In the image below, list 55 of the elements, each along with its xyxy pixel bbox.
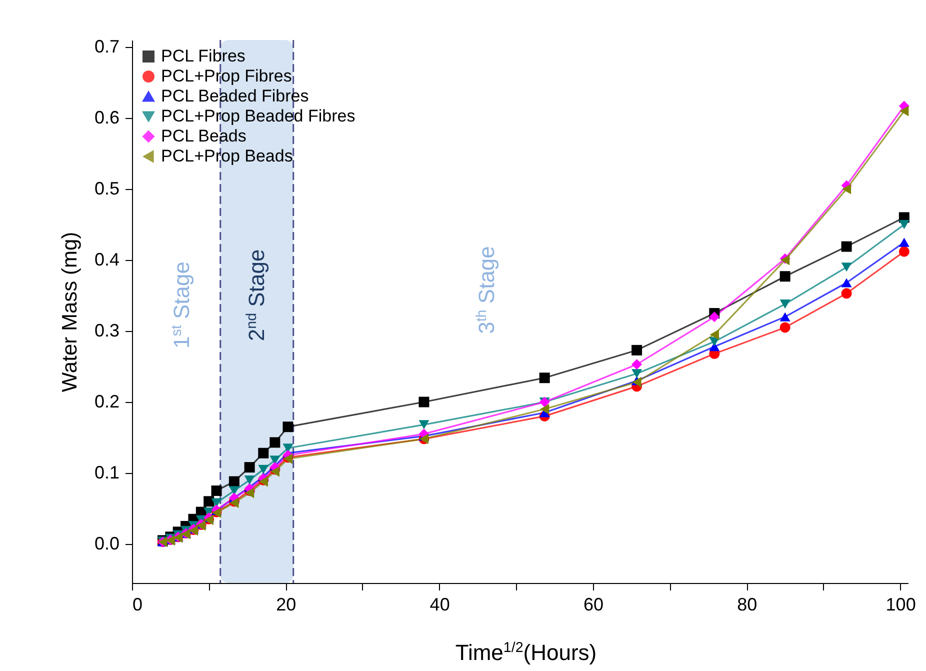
y-tick-label: 0.7 — [94, 36, 120, 57]
legend-label: PCL Beaded Fibres — [161, 86, 309, 106]
y-tick-label: 0.3 — [94, 320, 120, 341]
point — [709, 312, 720, 322]
legend-label: PCL+Prop Beaded Fibres — [161, 106, 356, 126]
point — [540, 404, 550, 414]
legend-label: PCL Fibres — [161, 46, 246, 66]
point — [780, 322, 790, 333]
point — [841, 288, 852, 299]
point — [228, 476, 240, 487]
point — [898, 220, 910, 230]
y-tick-label: 0.2 — [94, 392, 120, 412]
point — [780, 300, 790, 309]
point — [780, 312, 790, 322]
point — [842, 184, 852, 194]
point — [204, 496, 214, 507]
point — [418, 420, 430, 430]
legend-label: PCL Beads — [161, 126, 246, 146]
y-axis-title: Water Mass (mg) — [58, 232, 82, 392]
point — [780, 271, 790, 282]
point — [632, 359, 642, 370]
point — [900, 106, 909, 116]
legend-label: PCL+Prop Fibres — [161, 66, 292, 86]
point — [898, 246, 910, 257]
point — [539, 372, 550, 384]
point — [282, 422, 294, 432]
y-tick-label: 0.5 — [94, 178, 120, 199]
y-tick-label: 0.1 — [94, 462, 120, 482]
x-tick-label: 0 — [132, 594, 143, 614]
point — [710, 329, 719, 340]
y-tick-label: 0.4 — [94, 250, 120, 270]
point — [841, 262, 852, 272]
x-tick-label: 60 — [583, 594, 604, 614]
point — [632, 369, 642, 378]
point — [418, 396, 430, 408]
point — [244, 462, 255, 473]
point — [228, 486, 240, 496]
x-tick-label: 100 — [886, 594, 916, 614]
point — [244, 476, 255, 485]
point — [258, 448, 269, 458]
legend-label: PCL+Prop Beads — [161, 146, 293, 166]
point — [898, 238, 910, 247]
point — [211, 485, 222, 496]
x-tick-label: 20 — [276, 594, 296, 614]
x-axis-title: Time$^{1/2}$(Hours) — [455, 640, 597, 665]
y-tick-label: 0.0 — [94, 533, 120, 554]
point — [270, 437, 280, 448]
point — [258, 464, 269, 474]
x-tick-label: 80 — [737, 594, 758, 614]
point — [841, 278, 852, 288]
point — [632, 344, 642, 356]
x-tick-label: 40 — [430, 594, 450, 614]
point — [245, 488, 254, 498]
point — [841, 241, 852, 252]
y-tick-label: 0.6 — [94, 108, 120, 128]
